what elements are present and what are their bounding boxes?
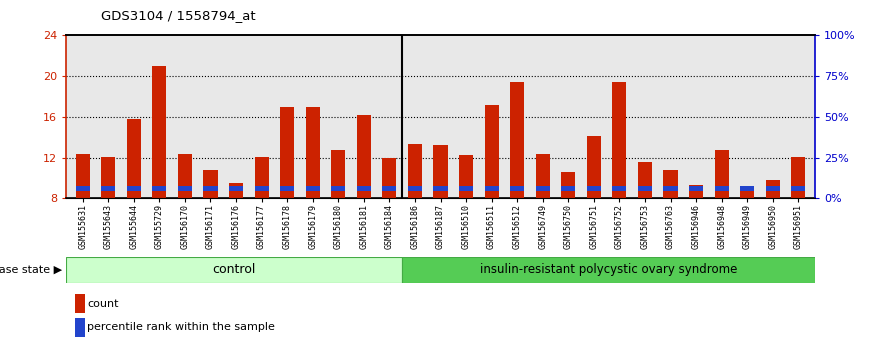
Text: disease state ▶: disease state ▶ [0,265,62,275]
Bar [204,170,218,198]
Bar [561,186,575,190]
Bar [638,161,652,198]
Bar [536,186,550,190]
Bar [357,115,371,198]
Bar [306,186,320,190]
Bar [101,156,115,198]
Bar [740,186,754,190]
Bar [459,155,473,198]
Bar [587,136,601,198]
Bar [459,186,473,190]
Bar [663,170,677,198]
Bar [485,186,499,190]
Bar [382,186,396,190]
Bar [408,186,422,190]
Bar [127,186,141,190]
Bar [255,186,269,190]
Bar [382,158,396,198]
Bar [714,186,729,190]
Bar [433,186,448,190]
Bar [408,144,422,198]
Bar [76,186,90,190]
Bar [689,186,703,190]
Bar [280,107,294,198]
Bar [612,82,626,198]
Bar [255,156,269,198]
Bar [331,150,345,198]
Bar [663,186,677,190]
Text: control: control [212,263,255,276]
Bar [791,156,805,198]
Bar [280,186,294,190]
Bar [485,105,499,198]
Bar [433,145,448,198]
Bar [510,82,524,198]
Bar [306,107,320,198]
Bar [766,180,780,198]
Bar [612,186,626,190]
Bar [127,119,141,198]
Bar [402,257,815,282]
Bar [178,154,192,198]
Bar [561,172,575,198]
Bar [76,154,90,198]
Bar [101,186,115,190]
Bar [638,186,652,190]
Bar [740,186,754,198]
Bar [204,186,218,190]
Bar [152,66,167,198]
Bar [791,186,805,190]
Bar [536,154,550,198]
Text: count: count [87,299,119,309]
Bar [510,186,524,190]
Bar [689,185,703,198]
Bar [152,186,167,190]
Bar [229,183,243,198]
Bar [587,186,601,190]
Bar [178,186,192,190]
Bar [357,186,371,190]
Text: GDS3104 / 1558794_at: GDS3104 / 1558794_at [101,9,256,22]
Text: percentile rank within the sample: percentile rank within the sample [87,322,275,332]
Bar [229,186,243,190]
Bar [331,186,345,190]
Bar [66,257,402,282]
Bar [766,186,780,190]
Text: insulin-resistant polycystic ovary syndrome: insulin-resistant polycystic ovary syndr… [480,263,737,276]
Bar [714,150,729,198]
